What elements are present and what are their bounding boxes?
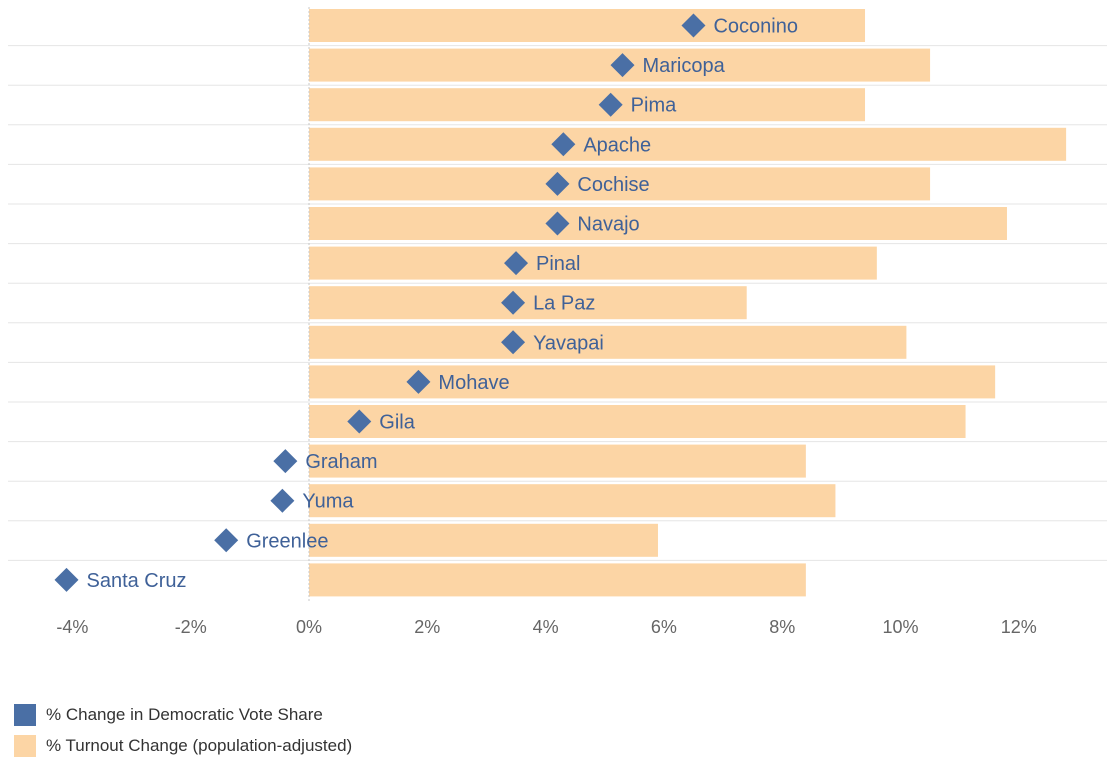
dem-share-marker-coconino [681, 13, 706, 38]
county-label-mohave: Mohave [438, 372, 509, 394]
dem-share-marker-mohave [406, 369, 431, 394]
dem-share-marker-greenlee [214, 528, 239, 553]
dem-share-marker-cochise [545, 171, 570, 196]
county-label-santa-cruz: Santa Cruz [86, 570, 186, 592]
turnout-bar-pima [309, 88, 866, 122]
county-label-gila: Gila [379, 412, 415, 434]
county-label-navajo: Navajo [577, 214, 639, 236]
county-label-coconino: Coconino [713, 16, 798, 38]
dem-share-marker-navajo [545, 211, 570, 236]
turnout-bar-yuma [309, 484, 836, 518]
dem-share-marker-pinal [504, 251, 529, 276]
dem-share-marker-gila [347, 409, 372, 434]
county-label-la-paz: La Paz [533, 293, 595, 315]
turnout-bar-cochise [309, 167, 931, 201]
dem-share-marker-santa-cruz [54, 567, 79, 592]
x-tick-label: 2% [414, 617, 440, 637]
county-label-pima: Pima [631, 95, 677, 117]
dem-share-marker-graham [273, 449, 298, 474]
turnout-bar-navajo [309, 207, 1007, 240]
county-label-greenlee: Greenlee [246, 530, 328, 552]
x-tick-label: 0% [296, 617, 322, 637]
turnout-bar-greenlee [309, 523, 658, 557]
x-tick-label: -4% [56, 617, 88, 637]
legend-label-turnout: % Turnout Change (population-adjusted) [46, 736, 353, 755]
x-tick-label: -2% [175, 617, 207, 637]
legend-label-dem-share: % Change in Democratic Vote Share [46, 705, 323, 724]
county-label-graham: Graham [305, 451, 377, 473]
turnout-bar-graham [309, 444, 806, 478]
turnout-bar-yavapai [309, 325, 907, 359]
turnout-bar-santa-cruz [309, 563, 806, 597]
dem-share-marker-maricopa [610, 53, 635, 78]
dem-share-marker-yavapai [501, 330, 526, 355]
legend-swatch-dem-share [14, 704, 36, 726]
dem-share-marker-pima [598, 92, 623, 117]
dem-share-marker-la-paz [501, 290, 526, 315]
county-label-apache: Apache [583, 134, 651, 156]
legend-item-dem-share: % Change in Democratic Vote Share [14, 703, 352, 727]
chart-svg: Coconino Maricopa Pima Apache Cochise Navajo P… [8, 7, 1107, 637]
dem-share-marker-yuma [270, 488, 295, 513]
county-label-maricopa: Maricopa [642, 55, 725, 77]
legend-item-turnout: % Turnout Change (population-adjusted) [14, 734, 352, 758]
x-tick-label: 6% [651, 617, 677, 637]
county-label-cochise: Cochise [577, 174, 649, 196]
county-label-yavapai: Yavapai [533, 332, 604, 354]
x-tick-label: 12% [1001, 617, 1037, 637]
county-label-pinal: Pinal [536, 253, 580, 275]
turnout-bar-la-paz [309, 286, 747, 320]
dem-share-marker-apache [551, 132, 576, 157]
legend-swatch-turnout [14, 735, 36, 757]
x-tick-label: 8% [769, 617, 795, 637]
x-tick-label: 4% [533, 617, 559, 637]
turnout-bar-pinal [309, 246, 877, 280]
turnout-bar-gila [309, 405, 966, 438]
county-label-yuma: Yuma [302, 491, 354, 513]
legend: % Change in Democratic Vote Share % Turn… [14, 703, 352, 765]
turnout-bar-apache [309, 127, 1067, 161]
x-tick-label: 10% [882, 617, 918, 637]
turnout-bar-coconino [309, 9, 866, 42]
